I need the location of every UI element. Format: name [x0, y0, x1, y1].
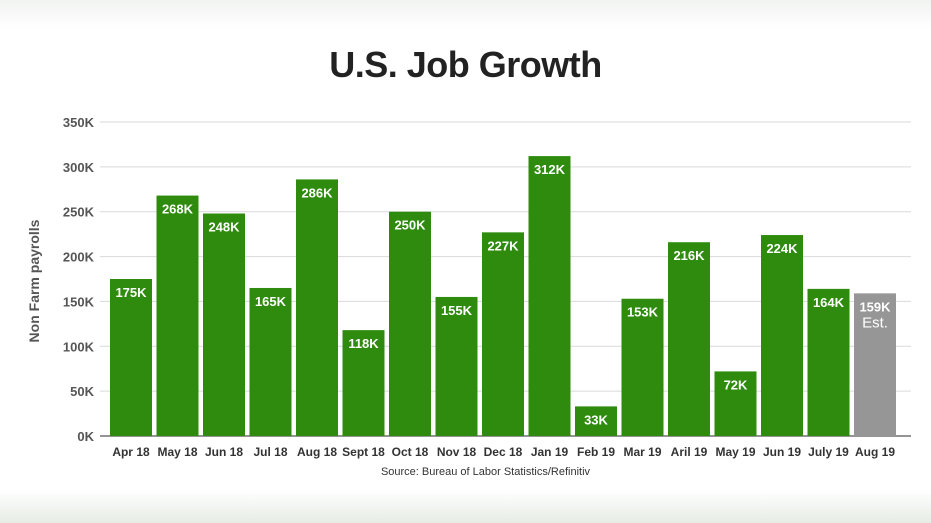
data-label: 153K	[627, 305, 659, 320]
bar	[482, 232, 524, 436]
x-tick-label: May 19	[715, 445, 755, 459]
data-label: 175K	[115, 285, 147, 300]
data-label: 227K	[487, 238, 519, 253]
estimate-label: Est.	[862, 314, 888, 331]
data-label: 250K	[394, 218, 426, 233]
chart-title: U.S. Job Growth	[329, 44, 602, 85]
bar	[389, 211, 431, 436]
data-label: 312K	[534, 162, 566, 177]
x-tick-label: Mar 19	[623, 445, 661, 459]
data-label: 268K	[162, 202, 194, 217]
y-tick-label: 350K	[63, 115, 95, 130]
data-label: 164K	[813, 295, 845, 310]
bar	[110, 279, 152, 436]
data-label: 165K	[255, 294, 287, 309]
x-tick-label: Jul 18	[253, 445, 287, 459]
x-tick-label: Nov 18	[437, 445, 477, 459]
bar	[296, 179, 338, 436]
bar	[807, 288, 850, 436]
y-tick-label: 50K	[70, 384, 94, 399]
y-tick-label: 150K	[63, 294, 95, 309]
bar	[156, 195, 199, 436]
x-tick-label: May 18	[157, 445, 197, 459]
data-label: 118K	[348, 336, 379, 351]
bar	[854, 293, 896, 436]
bar	[575, 406, 617, 436]
x-tick-label: Aril 19	[671, 445, 708, 459]
y-tick-label: 250K	[63, 205, 95, 220]
x-tick-label: Jun 19	[763, 445, 801, 459]
y-tick-label: 0K	[77, 429, 94, 444]
data-label: 33K	[584, 412, 608, 427]
data-label: 248K	[208, 220, 240, 235]
bar	[528, 156, 571, 436]
x-tick-label: Aug 18	[297, 445, 337, 459]
bar	[249, 287, 292, 436]
bar	[621, 298, 664, 436]
x-tick-label: Aug 19	[855, 445, 895, 459]
chart-source: Source: Bureau of Labor Statistics/Refin…	[380, 466, 591, 478]
bar	[342, 330, 385, 436]
data-label: 224K	[766, 241, 798, 256]
data-label: 216K	[673, 248, 705, 263]
data-label: 159K	[859, 299, 891, 314]
x-tick-label: Feb 19	[577, 445, 615, 459]
data-label: 72K	[724, 377, 748, 392]
data-label: 286K	[301, 185, 333, 200]
bar	[714, 371, 757, 436]
y-tick-label: 300K	[63, 160, 95, 175]
bar	[435, 296, 478, 436]
x-tick-label: Sept 18	[342, 445, 385, 459]
bar	[203, 213, 245, 436]
bar	[668, 242, 710, 436]
x-tick-label: Oct 18	[392, 445, 429, 459]
x-tick-label: July 19	[808, 445, 849, 459]
x-tick-label: Dec 18	[484, 445, 523, 459]
x-tick-label: Jan 19	[531, 445, 569, 459]
y-axis-label: Non Farm payrolls	[26, 219, 42, 342]
data-label: 155K	[441, 303, 473, 318]
x-tick-label: Jun 18	[205, 445, 243, 459]
bar	[761, 235, 803, 436]
y-tick-label: 100K	[63, 339, 95, 354]
y-tick-label: 200K	[63, 250, 95, 265]
x-tick-label: Apr 18	[112, 445, 150, 459]
